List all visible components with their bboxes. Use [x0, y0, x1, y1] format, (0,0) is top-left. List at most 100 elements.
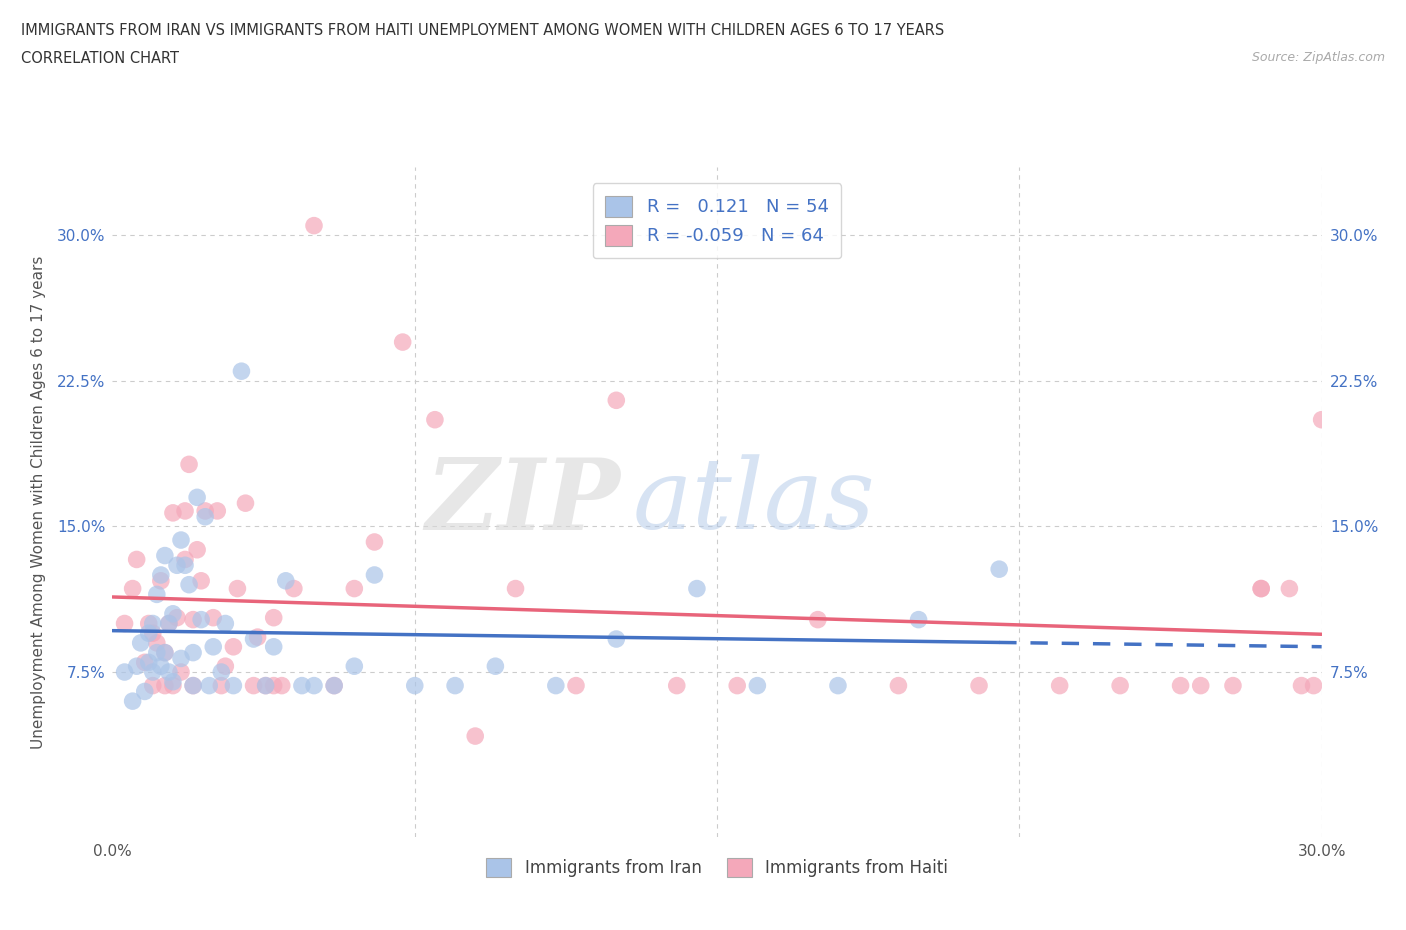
- Point: [464, 728, 486, 743]
- Point: [157, 616, 180, 631]
- Point: [186, 490, 208, 505]
- Point: [565, 678, 588, 693]
- Point: [138, 626, 160, 641]
- Point: [1189, 678, 1212, 693]
- Point: [343, 581, 366, 596]
- Point: [177, 457, 200, 472]
- Point: [363, 567, 385, 582]
- Point: [138, 655, 160, 670]
- Point: [190, 612, 212, 627]
- Point: [725, 678, 748, 693]
- Point: [162, 678, 184, 693]
- Point: [174, 552, 197, 567]
- Point: [174, 558, 197, 573]
- Point: [146, 635, 169, 650]
- Point: [170, 651, 193, 666]
- Legend: Immigrants from Iran, Immigrants from Haiti: Immigrants from Iran, Immigrants from Ha…: [478, 850, 956, 885]
- Point: [149, 574, 172, 589]
- Point: [226, 581, 249, 596]
- Point: [270, 678, 292, 693]
- Point: [291, 678, 314, 693]
- Point: [157, 616, 180, 631]
- Point: [114, 665, 136, 680]
- Point: [207, 503, 229, 518]
- Point: [174, 503, 197, 518]
- Point: [686, 581, 709, 596]
- Point: [747, 678, 769, 693]
- Point: [198, 678, 221, 693]
- Text: Source: ZipAtlas.com: Source: ZipAtlas.com: [1251, 51, 1385, 64]
- Point: [1310, 412, 1333, 427]
- Point: [153, 548, 176, 563]
- Point: [263, 610, 285, 625]
- Point: [125, 552, 148, 567]
- Point: [967, 678, 990, 693]
- Point: [484, 658, 506, 673]
- Point: [153, 645, 176, 660]
- Point: [222, 639, 245, 654]
- Point: [988, 562, 1011, 577]
- Point: [125, 658, 148, 673]
- Point: [186, 542, 208, 557]
- Point: [1109, 678, 1132, 693]
- Point: [807, 612, 830, 627]
- Point: [363, 535, 385, 550]
- Point: [114, 616, 136, 631]
- Point: [1278, 581, 1301, 596]
- Point: [162, 606, 184, 621]
- Point: [209, 665, 232, 680]
- Point: [1222, 678, 1244, 693]
- Point: [170, 665, 193, 680]
- Point: [166, 558, 188, 573]
- Point: [605, 631, 627, 646]
- Point: [142, 665, 165, 680]
- Point: [1291, 678, 1313, 693]
- Point: [254, 678, 277, 693]
- Point: [181, 645, 204, 660]
- Point: [907, 612, 929, 627]
- Point: [202, 610, 225, 625]
- Point: [134, 684, 156, 698]
- Point: [887, 678, 910, 693]
- Point: [1049, 678, 1071, 693]
- Point: [214, 616, 236, 631]
- Point: [138, 616, 160, 631]
- Point: [1250, 581, 1272, 596]
- Point: [214, 658, 236, 673]
- Point: [222, 678, 245, 693]
- Point: [274, 574, 297, 589]
- Point: [146, 587, 169, 602]
- Point: [121, 694, 143, 709]
- Point: [121, 581, 143, 596]
- Point: [283, 581, 305, 596]
- Point: [391, 335, 413, 350]
- Point: [302, 219, 325, 233]
- Point: [153, 678, 176, 693]
- Point: [665, 678, 688, 693]
- Point: [166, 610, 188, 625]
- Point: [157, 665, 180, 680]
- Point: [194, 510, 217, 525]
- Point: [1250, 581, 1272, 596]
- Point: [190, 574, 212, 589]
- Point: [153, 645, 176, 660]
- Point: [246, 630, 269, 644]
- Point: [194, 503, 217, 518]
- Point: [544, 678, 567, 693]
- Point: [263, 639, 285, 654]
- Point: [231, 364, 253, 379]
- Point: [1170, 678, 1192, 693]
- Point: [162, 505, 184, 520]
- Point: [202, 639, 225, 654]
- Point: [263, 678, 285, 693]
- Point: [177, 578, 200, 592]
- Point: [162, 674, 184, 689]
- Text: IMMIGRANTS FROM IRAN VS IMMIGRANTS FROM HAITI UNEMPLOYMENT AMONG WOMEN WITH CHIL: IMMIGRANTS FROM IRAN VS IMMIGRANTS FROM …: [21, 23, 945, 38]
- Point: [142, 678, 165, 693]
- Point: [149, 658, 172, 673]
- Point: [444, 678, 467, 693]
- Point: [181, 678, 204, 693]
- Point: [1302, 678, 1324, 693]
- Point: [142, 616, 165, 631]
- Point: [404, 678, 426, 693]
